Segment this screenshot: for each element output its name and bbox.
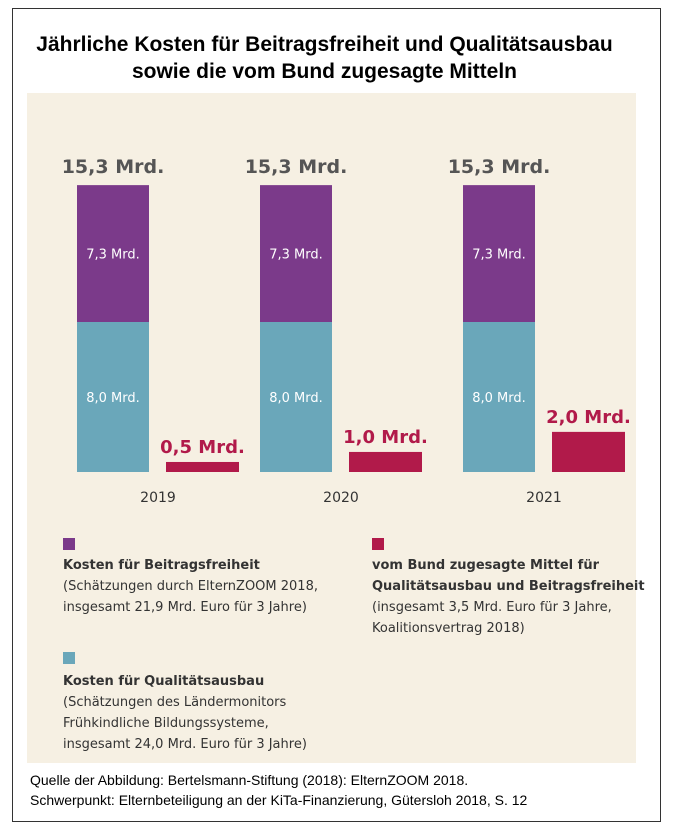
legend-swatch-beitragsfreiheit bbox=[63, 538, 75, 550]
label-total-2019: 15,3 Mrd. bbox=[62, 156, 165, 178]
legend-swatch-qualitaetsausbau bbox=[63, 652, 75, 664]
legend-beitragsfreiheit-line-2: insgesamt 21,9 Mrd. Euro für 3 Jahre) bbox=[63, 600, 307, 615]
label-qualitaetsausbau-2021: 8,0 Mrd. bbox=[472, 391, 526, 406]
source-line-1: Quelle der Abbildung: Bertelsmann-Stiftu… bbox=[30, 772, 469, 788]
bar-bund-2020 bbox=[349, 451, 422, 472]
legend-qualitaetsausbau-line-2: Frühkindliche Bildungssysteme, bbox=[63, 716, 269, 731]
legend-bund-title-1: vom Bund zugesagte Mittel für bbox=[372, 558, 599, 573]
x-tick-label-2021: 2021 bbox=[526, 490, 562, 503]
legend-bund: vom Bund zugesagte Mittel für Qualitätsa… bbox=[372, 555, 645, 639]
chart-title-line-1: Jährliche Kosten für Beitragsfreiheit un… bbox=[36, 33, 613, 56]
bar-chart: 8,0 Mrd. 7,3 Mrd. 15,3 Mrd. 0,5 Mrd. 2019 8,0… bbox=[62, 156, 631, 503]
label-bund-2019: 0,5 Mrd. bbox=[160, 437, 245, 458]
legend-qualitaetsausbau: Kosten für Qualitätsausbau (Schätzungen … bbox=[63, 671, 307, 755]
label-total-2021: 15,3 Mrd. bbox=[448, 156, 551, 178]
x-tick-label-2020: 2020 bbox=[323, 490, 359, 503]
legend-bund-line-1: (insgesamt 3,5 Mrd. Euro für 3 Jahre, bbox=[372, 600, 612, 615]
bar-qualitaetsausbau-2019 bbox=[77, 322, 149, 472]
bar-bund-2019 bbox=[166, 461, 239, 472]
source-line-2: Schwerpunkt: Elternbeteiligung an der Ki… bbox=[30, 792, 528, 808]
legend-beitragsfreiheit: Kosten für Beitragsfreiheit (Schätzungen… bbox=[63, 555, 318, 618]
chart-title-line-2: sowie die vom Bund zugesagte Mitteln bbox=[131, 60, 518, 83]
label-beitragsfreiheit-2021: 7,3 Mrd. bbox=[472, 248, 526, 263]
x-tick-label-2019: 2019 bbox=[140, 490, 176, 503]
bar-bund-2021 bbox=[552, 431, 625, 472]
bar-beitragsfreiheit-2019 bbox=[77, 185, 149, 322]
legend-beitragsfreiheit-line-1: (Schätzungen durch ElternZOOM 2018, bbox=[63, 579, 318, 594]
legend-bund-line-2: Koalitionsvertrag 2018) bbox=[372, 621, 525, 636]
label-bund-2020: 1,0 Mrd. bbox=[343, 427, 428, 448]
label-qualitaetsausbau-2019: 8,0 Mrd. bbox=[86, 391, 140, 406]
legend-qualitaetsausbau-title: Kosten für Qualitätsausbau bbox=[63, 674, 265, 689]
label-total-2020: 15,3 Mrd. bbox=[245, 156, 348, 178]
legend-qualitaetsausbau-line-1: (Schätzungen des Ländermonitors bbox=[63, 695, 287, 710]
label-beitragsfreiheit-2019: 7,3 Mrd. bbox=[86, 248, 140, 263]
legend-swatch-bund bbox=[372, 538, 384, 550]
label-beitragsfreiheit-2020: 7,3 Mrd. bbox=[269, 248, 323, 263]
legend-bund-title-2: Qualitätsausbau und Beitragsfreiheit bbox=[372, 579, 645, 594]
label-qualitaetsausbau-2020: 8,0 Mrd. bbox=[269, 391, 323, 406]
bar-qualitaetsausbau-2021 bbox=[463, 322, 535, 472]
legend-qualitaetsausbau-line-3: insgesamt 24,0 Mrd. Euro für 3 Jahre) bbox=[63, 737, 307, 752]
label-bund-2021: 2,0 Mrd. bbox=[546, 407, 631, 428]
bar-beitragsfreiheit-2020 bbox=[260, 185, 332, 322]
bar-qualitaetsausbau-2020 bbox=[260, 322, 332, 472]
bar-beitragsfreiheit-2021 bbox=[463, 185, 535, 322]
legend-beitragsfreiheit-title: Kosten für Beitragsfreiheit bbox=[63, 558, 260, 573]
